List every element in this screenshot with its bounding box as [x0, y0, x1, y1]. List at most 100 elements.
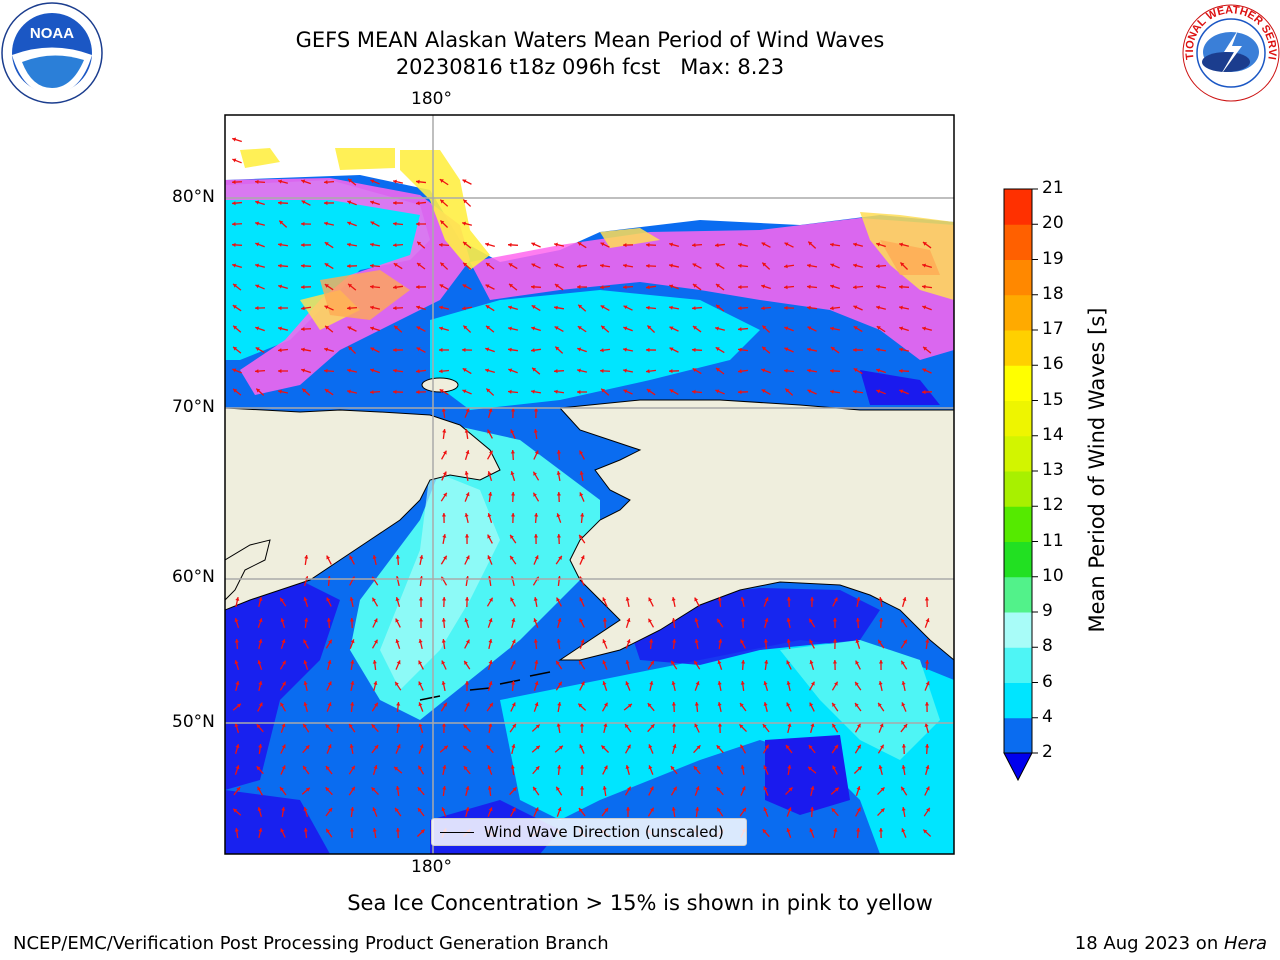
wind-wave-arrow-head	[488, 807, 493, 812]
wind-wave-arrow-head	[531, 389, 535, 394]
wind-wave-arrow-head	[278, 179, 283, 184]
wind-wave-arrow-head	[232, 137, 237, 142]
wind-wave-arrow-head	[739, 724, 744, 729]
wind-wave-arrow-head	[623, 368, 627, 373]
wind-wave-arrow-head	[258, 639, 263, 643]
wind-wave-arrow-head	[763, 807, 768, 812]
wind-wave-arrow-head	[856, 786, 861, 791]
wind-wave-arrow-head	[810, 807, 815, 811]
wind-wave-arrow-head	[761, 368, 766, 373]
noaa-logo: NOAA	[1, 2, 103, 104]
wind-wave-arrow-head	[463, 262, 468, 267]
wind-wave-arrow-head	[532, 367, 537, 372]
wind-wave-arrow-head	[785, 745, 790, 750]
wind-wave-arrow-head	[278, 305, 282, 311]
wind-wave-arrow-head	[442, 597, 447, 601]
wind-wave-arrow-head	[554, 326, 559, 331]
lat-label-60n: 60°N	[172, 567, 215, 587]
wind-wave-arrow-head	[531, 263, 536, 268]
wind-wave-arrow-head	[278, 284, 283, 289]
wind-wave-arrow-head	[925, 744, 930, 748]
wind-wave-arrow-head	[464, 513, 469, 517]
wind-wave-arrow-head	[715, 326, 720, 331]
wind-wave-arrow-head	[443, 702, 447, 707]
wind-wave-arrow-head	[809, 597, 815, 601]
colorbar-segment	[1004, 365, 1032, 401]
wind-wave-arrow-head	[418, 597, 424, 601]
wind-wave-arrow-head	[669, 326, 674, 331]
wind-wave-arrow-head	[558, 555, 562, 560]
colorbar-segment	[1004, 435, 1032, 472]
wind-wave-arrow-head	[508, 263, 513, 267]
wind-wave-arrow-head	[233, 388, 238, 393]
wind-wave-arrow-head	[442, 429, 447, 433]
wind-wave-arrow-head	[485, 284, 490, 289]
wind-wave-arrow-head	[418, 618, 424, 622]
wind-wave-arrow-head	[324, 242, 329, 246]
wind-wave-arrow-head	[715, 284, 720, 288]
lat-label-70n: 70°N	[172, 397, 215, 417]
wind-wave-arrow-head	[417, 241, 422, 246]
wind-wave-arrow-head	[349, 723, 353, 728]
wind-wave-arrow-head	[465, 555, 470, 560]
wind-wave-arrow-head	[236, 703, 241, 708]
wind-wave-arrow-head	[649, 786, 654, 791]
colorbar-tick-label: 11	[1042, 530, 1064, 551]
wind-wave-arrow-head	[349, 618, 354, 622]
wind-wave-arrow-head	[579, 765, 585, 769]
wind-wave-arrow-head	[465, 807, 470, 811]
wind-wave-arrow-head	[557, 807, 562, 812]
wind-wave-arrow-head	[347, 242, 351, 247]
wind-wave-arrow-head	[258, 681, 263, 685]
wind-wave-arrow-head	[512, 787, 517, 792]
wind-wave-arrow-head	[600, 368, 604, 373]
wind-wave-arrow-head	[784, 347, 789, 352]
wind-wave-arrow-head	[442, 471, 447, 476]
wind-wave-arrow-head	[808, 766, 813, 771]
colorbar-tick-label: 2	[1042, 742, 1053, 762]
wind-wave-arrow-head	[784, 242, 789, 247]
wind-wave-arrow-head	[418, 639, 423, 643]
wind-wave-arrow-head	[439, 326, 444, 331]
wind-wave-arrow-head	[533, 786, 537, 791]
wind-wave-arrow-head	[832, 702, 836, 707]
wind-wave-arrow-head	[488, 618, 493, 623]
wind-wave-arrow-head	[395, 681, 399, 686]
wind-wave-arrow-head	[463, 199, 468, 204]
wind-wave-arrow-head	[899, 368, 903, 373]
wind-wave-arrow-head	[600, 242, 605, 247]
wind-wave-arrow-head	[577, 264, 581, 269]
wind-wave-arrow-head	[879, 723, 884, 728]
wind-wave-arrow-head	[830, 389, 834, 394]
wind-wave-arrow-head	[441, 639, 446, 643]
wind-wave-arrow-head	[233, 325, 238, 330]
wind-wave-arrow-head	[278, 242, 282, 247]
wind-wave-arrow-head	[855, 639, 860, 644]
wind-wave-arrow-head	[440, 262, 445, 267]
wind-wave-arrow-head	[258, 618, 263, 623]
wind-wave-arrow-head	[535, 745, 540, 750]
lat-label-80n: 80°N	[172, 187, 215, 207]
wind-wave-arrow-head	[533, 534, 539, 538]
wind-wave-arrow-head	[604, 807, 608, 812]
wind-wave-arrow-head	[692, 306, 696, 311]
wind-wave-arrow-head	[717, 681, 722, 685]
wind-wave-arrow-head	[511, 618, 516, 622]
wind-wave-arrow-head	[649, 639, 654, 643]
wind-wave-arrow-head	[255, 263, 260, 268]
wind-wave-arrow-head	[833, 828, 838, 832]
wind-wave-arrow-head	[349, 744, 354, 748]
wind-wave-arrow-head	[740, 702, 744, 707]
wind-wave-arrow-head	[761, 389, 766, 394]
wind-wave-arrow-head	[488, 681, 493, 686]
wind-wave-arrow-head	[373, 618, 378, 623]
wind-wave-arrow-head	[324, 305, 329, 310]
wind-wave-arrow-head	[626, 639, 631, 644]
wind-wave-arrow-head	[301, 347, 305, 352]
wind-wave-arrow-head	[554, 389, 558, 394]
wind-wave-arrow-head	[236, 787, 241, 792]
wind-wave-arrow-head	[738, 327, 742, 332]
wind-wave-arrow-head	[348, 178, 353, 183]
wind-wave-arrow-head	[878, 765, 883, 770]
colorbar-segment	[1004, 400, 1032, 437]
